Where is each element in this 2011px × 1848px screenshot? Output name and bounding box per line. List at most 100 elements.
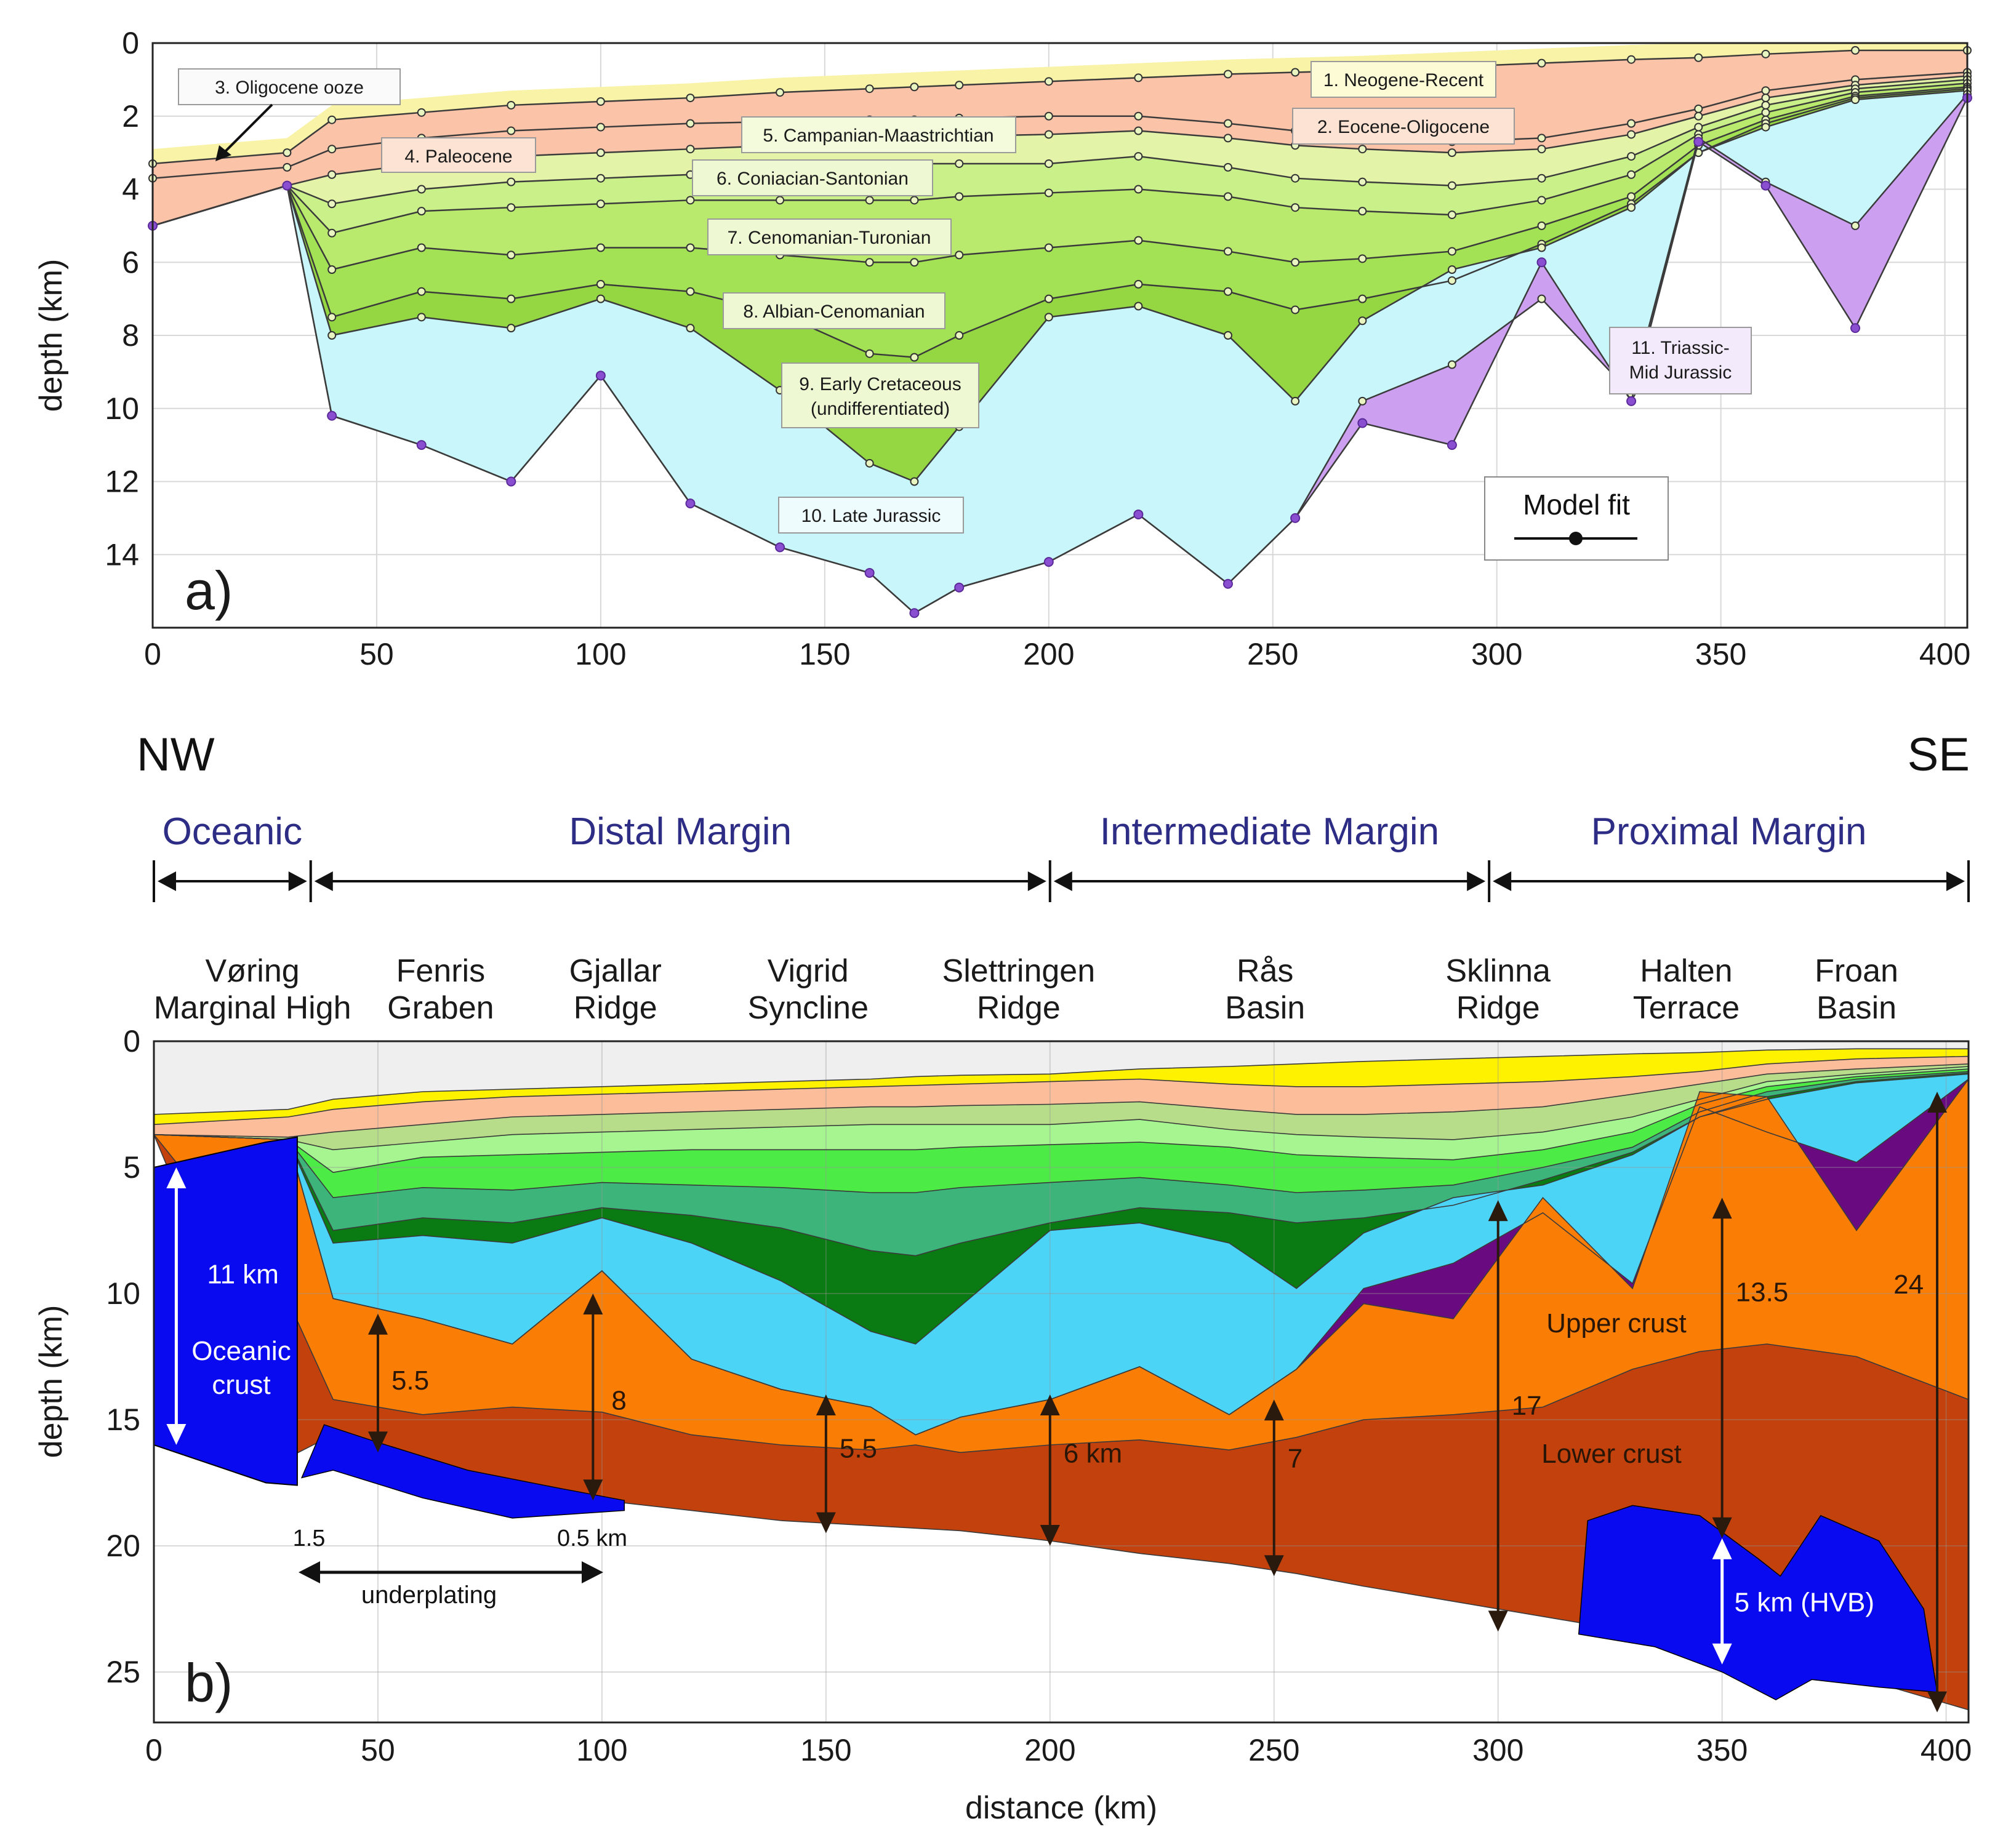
panel-a-model-point bbox=[685, 498, 696, 509]
panel-a-model-point bbox=[417, 287, 426, 296]
underplating-body bbox=[300, 1424, 625, 1519]
panel-a-model-point bbox=[1627, 170, 1636, 179]
panel-a-model-point bbox=[1851, 95, 1860, 105]
unit-label-cenomanian-turonian: 7. Cenomanian-Turonian bbox=[707, 218, 952, 255]
panel-a-model-point bbox=[596, 294, 605, 303]
measurement-label: 11 km bbox=[207, 1260, 279, 1290]
measurement-head-top bbox=[1488, 1200, 1508, 1222]
measurement-head-bottom bbox=[816, 1512, 836, 1534]
panel-a-model-point bbox=[1447, 265, 1456, 274]
panel-a-model-point bbox=[1537, 243, 1546, 252]
region-name-line1: Froan bbox=[1815, 953, 1898, 989]
model-fit-legend: Model fit bbox=[1484, 476, 1669, 561]
panel-a-model-point bbox=[1760, 180, 1771, 191]
panel-a-model-point bbox=[1223, 134, 1232, 143]
panel-a-model-point bbox=[910, 82, 919, 92]
svg-text:4. Paleocene: 4. Paleocene bbox=[404, 146, 512, 167]
panel-a-model-point bbox=[283, 162, 292, 172]
panel-a-model-point bbox=[1761, 94, 1770, 103]
panel-a-model-point bbox=[686, 119, 695, 128]
panel-b-x-tick-label: 50 bbox=[361, 1733, 395, 1767]
unit-label-late-jurassic: 10. Late Jurassic bbox=[778, 497, 964, 534]
panel-a-model-point bbox=[417, 207, 426, 216]
panel-a-model-point bbox=[1693, 137, 1704, 147]
panel-a-y-tick-label: 10 bbox=[105, 391, 139, 426]
panel-b-layer-boundary bbox=[153, 1048, 1969, 1115]
region-name-line2: Basin bbox=[1225, 990, 1305, 1026]
underplating-arrow-right-head bbox=[582, 1561, 603, 1583]
panel-a-y-tick-label: 6 bbox=[122, 245, 139, 279]
svg-text:5. Campanian-Maastrichtian: 5. Campanian-Maastrichtian bbox=[763, 126, 993, 146]
measurement-label: 13.5 bbox=[1736, 1277, 1789, 1307]
panel-b-x-tick-label: 150 bbox=[800, 1733, 851, 1767]
panel-b-y-axis-label: depth (km) bbox=[33, 1305, 69, 1458]
underplating-annotation: 1.5 0.5 km underplating bbox=[293, 1526, 627, 1609]
panel-a-model-point bbox=[865, 258, 874, 267]
panel-a-model-point bbox=[1357, 418, 1368, 428]
panel-a-x-tick-label: 400 bbox=[1919, 637, 1970, 671]
panel-a-model-point bbox=[686, 287, 695, 296]
unit-label-coniacian-santonian: 6. Coniacian-Santonian bbox=[692, 159, 933, 196]
panel-a-unit-fill bbox=[153, 76, 1967, 226]
panel-a-model-point bbox=[507, 324, 516, 333]
margin-arrow-head-left bbox=[1493, 871, 1512, 891]
panel-a-unit-fill bbox=[153, 50, 1967, 178]
svg-text:8. Albian-Cenomanian: 8. Albian-Cenomanian bbox=[743, 302, 925, 322]
panel-a-model-point bbox=[1222, 578, 1233, 589]
panel-a-model-point bbox=[1044, 111, 1053, 121]
panel-a-model-point bbox=[596, 174, 605, 183]
panel-a-model-point bbox=[1851, 221, 1860, 230]
panel-a-model-point bbox=[1044, 159, 1053, 168]
panel-a-model-point bbox=[417, 108, 426, 117]
measurement-head-top bbox=[1927, 1092, 1948, 1113]
panel-a-model-point bbox=[1537, 294, 1546, 303]
panel-a-model-point bbox=[1134, 152, 1143, 161]
margin-zone-label: Intermediate Margin bbox=[1100, 810, 1439, 853]
measurement-label: 5 km (HVB) bbox=[1735, 1588, 1874, 1618]
thickness-measurements: 11 km 5.5 8 5.5 6 km 7 17 13.5 24 5 km (HVB) bbox=[166, 1092, 1948, 1713]
panel-a-model-point bbox=[1291, 203, 1300, 212]
panel-a-model-point bbox=[1134, 302, 1143, 311]
panel-a-model-point bbox=[595, 370, 606, 381]
panel-a-y-tick-label: 4 bbox=[122, 172, 139, 207]
oceanic-crust-label-line2: crust bbox=[212, 1370, 270, 1400]
region-name-line2: Terrace bbox=[1633, 990, 1740, 1026]
svg-text:2. Eocene-Oligocene: 2. Eocene-Oligocene bbox=[1317, 117, 1490, 137]
panel-b-x-tick-label: 250 bbox=[1248, 1733, 1299, 1767]
panel-a-model-point bbox=[775, 542, 785, 553]
panel-b-x-tick-label: 350 bbox=[1696, 1733, 1748, 1767]
panel-b-layer-fill bbox=[154, 1041, 1969, 1114]
panel-a-model-point bbox=[1851, 46, 1860, 55]
panel-a-model-point bbox=[909, 608, 920, 618]
region-name-line2: Syncline bbox=[747, 990, 869, 1026]
panel-a-model-point bbox=[1134, 279, 1143, 289]
panel-b-x-tick-label: 200 bbox=[1024, 1733, 1075, 1767]
underplating-label: underplating bbox=[361, 1582, 497, 1609]
panel-a-model-point bbox=[1626, 396, 1637, 406]
panel-a-x-tick-label: 0 bbox=[144, 637, 161, 671]
panel-a-model-point bbox=[507, 203, 516, 212]
panel-a-x-tick-label: 150 bbox=[799, 637, 850, 671]
panel-a-model-point bbox=[1447, 440, 1457, 450]
panel-b-layer-fill bbox=[154, 1063, 1969, 1150]
panel-b-layer-fill bbox=[154, 1134, 1969, 1710]
svg-text:(undifferentiated): (undifferentiated) bbox=[811, 399, 950, 419]
panel-a-model-point bbox=[955, 331, 964, 340]
panel-a-model-point bbox=[1291, 305, 1300, 314]
measurement-label: 17 bbox=[1512, 1391, 1542, 1421]
margin-zone-label: Oceanic bbox=[163, 810, 302, 853]
panel-b-layer-boundary bbox=[153, 1072, 1969, 1257]
measurement-label: 5.5 bbox=[391, 1366, 429, 1396]
region-name-line2: Basin bbox=[1816, 990, 1897, 1026]
measurement-head-bottom bbox=[1488, 1610, 1508, 1632]
panel-a-model-point bbox=[1044, 130, 1053, 139]
panel-b-y-tick-label: 0 bbox=[123, 1024, 140, 1058]
panel-b-layer-fills bbox=[154, 1041, 1969, 1722]
panel-a-model-point bbox=[283, 148, 292, 158]
unit-label-paleocene: 4. Paleocene bbox=[381, 137, 536, 173]
oceanic-crust-body bbox=[153, 1136, 298, 1486]
panel-a-model-point bbox=[1447, 276, 1456, 285]
panel-a-model-point bbox=[1223, 192, 1232, 201]
panel-b-layer-boundary bbox=[153, 1055, 1969, 1126]
